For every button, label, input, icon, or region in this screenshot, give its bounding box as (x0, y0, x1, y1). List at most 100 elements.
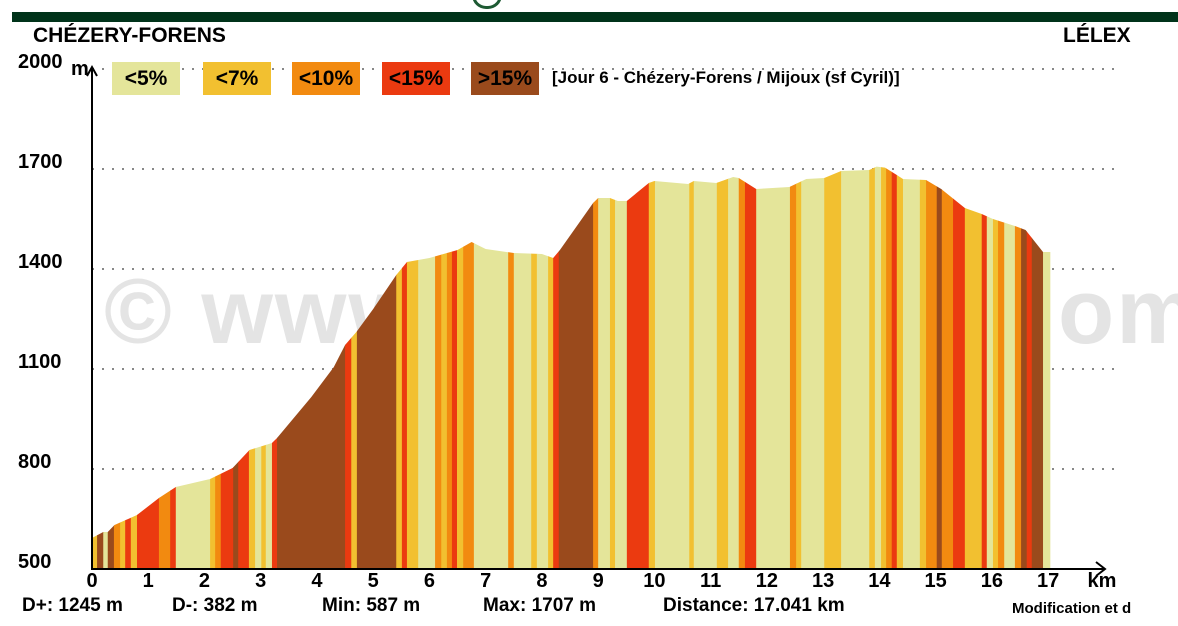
slope-segment-lt7 (964, 166, 983, 569)
y-tick-1400: 1400 (18, 251, 63, 273)
slope-segment-lt15 (125, 166, 132, 569)
slope-segment-lt5 (513, 166, 532, 569)
x-tick-5: 5 (367, 570, 379, 592)
slope-segment-lt10 (593, 166, 599, 569)
slope-segment-gt15 (277, 166, 346, 569)
slope-segment-lt5 (175, 166, 211, 569)
x-tick-14: 14 (868, 570, 891, 592)
slope-segment-lt15 (744, 166, 757, 569)
slope-segment-lt7 (351, 166, 358, 569)
x-tick-4: 4 (311, 570, 323, 592)
stat-ascent: D+: 1245 m (22, 595, 123, 616)
slope-segment-lt15 (345, 166, 352, 569)
x-tick-15: 15 (924, 570, 947, 592)
slope-segment-gt15 (1021, 166, 1028, 569)
y-axis-unit: m (71, 58, 89, 80)
stat-min: Min: 587 m (322, 595, 421, 616)
chart-title: [Jour 6 - Chézery-Forens / Mijoux (sf Cy… (552, 68, 900, 87)
slope-segment-lt7 (406, 166, 419, 569)
slope-segment-lt10 (998, 166, 1005, 569)
slope-segment-lt15 (553, 166, 560, 569)
y-tick-2000: 2000 (18, 51, 63, 73)
slope-segment-lt10 (926, 166, 938, 569)
slope-segment-lt5 (536, 166, 549, 569)
slope-segment-lt7 (441, 166, 448, 569)
slope-segment-lt7 (396, 166, 403, 569)
slope-segment-lt7 (992, 166, 999, 569)
watermark-right: om (1058, 261, 1178, 363)
slope-segment-lt15 (626, 166, 650, 569)
slope-segment-lt15 (170, 166, 177, 569)
slope-segment-lt10 (941, 166, 954, 569)
slope-segment-lt5 (615, 166, 628, 569)
slope-segment-lt5 (1004, 166, 1016, 569)
slope-segment-lt10 (435, 166, 442, 569)
x-tick-11: 11 (700, 570, 722, 592)
x-tick-7: 7 (480, 570, 492, 592)
start-location: CHÉZERY-FORENS (33, 24, 226, 47)
legend-lt15: <15% (382, 62, 450, 95)
slope-segment-lt10 (886, 166, 893, 569)
slope-segment-lt15 (136, 166, 160, 569)
slope-segment-gt15 (356, 166, 397, 569)
slope-segment-lt5 (265, 166, 273, 569)
footer-link[interactable]: Modification et d (1012, 600, 1132, 617)
slope-segment-lt7 (531, 166, 538, 569)
slope-segment-lt7 (548, 166, 554, 569)
slope-segment-lt15 (220, 166, 234, 569)
x-tick-8: 8 (536, 570, 548, 592)
slope-segment-lt7 (456, 166, 464, 569)
x-axis-unit: km (1087, 570, 1117, 592)
slope-segment-gt15 (233, 166, 239, 569)
slope-segment-lt10 (508, 166, 515, 569)
y-tick-500: 500 (18, 551, 52, 573)
slope-segment-lt15 (401, 166, 408, 569)
slope-segment-lt10 (215, 166, 222, 569)
legend-lt10: <10% (292, 62, 360, 95)
slope-segment-lt10 (446, 166, 453, 569)
slope-segment-lt10 (738, 166, 746, 569)
slope-segment-lt5 (255, 166, 262, 569)
slope-segment-lt10 (1014, 166, 1022, 569)
stat-distance: Distance: 17.041 km (663, 595, 845, 616)
slope-segment-gt15 (936, 166, 943, 569)
slope-segment-lt15 (451, 166, 458, 569)
slope-segment-lt7 (248, 166, 256, 569)
y-tick-1100: 1100 (18, 351, 62, 373)
slope-segment-gt15 (1031, 166, 1044, 569)
x-axis-arrow (1095, 561, 1107, 577)
slope-segment-lt7 (130, 166, 138, 569)
slope-segment-lt7 (609, 166, 616, 569)
slope-segment-lt5 (473, 166, 509, 569)
x-tick-16: 16 (980, 570, 1003, 592)
slope-segment-lt10 (789, 166, 797, 569)
slope-segment-lt15 (981, 166, 988, 569)
slope-segment-lt15 (271, 166, 278, 569)
slope-segment-lt5 (728, 166, 740, 569)
slope-segment-lt7 (796, 166, 802, 569)
y-axis-arrow (86, 64, 98, 77)
slope-segment-lt7 (716, 166, 729, 569)
slope-segment-lt10 (113, 166, 121, 569)
slope-segment-lt10 (463, 166, 475, 569)
slope-segment-lt5 (693, 166, 718, 569)
slope-segment-lt5 (1043, 166, 1051, 569)
slope-segment-lt5 (841, 166, 870, 569)
legend-lt7: <7% (203, 62, 271, 95)
slope-segment-lt5 (598, 166, 611, 569)
slope-segment-lt5 (103, 166, 109, 569)
slope-segment-lt5 (418, 166, 436, 569)
slope-segment-lt5 (874, 166, 882, 569)
slope-segment-lt5 (902, 166, 921, 569)
legend-gt15: >15% (471, 62, 539, 95)
slope-segment-gt15 (97, 166, 104, 569)
slope-segment-lt7 (689, 166, 695, 569)
x-tick-12: 12 (755, 570, 778, 592)
slope-segment-lt7 (896, 166, 904, 569)
slope-segment-lt7 (210, 166, 216, 569)
slope-segment-lt7 (869, 166, 876, 569)
x-tick-6: 6 (423, 570, 435, 592)
x-tick-13: 13 (811, 570, 835, 592)
slope-segment-lt10 (158, 166, 171, 569)
